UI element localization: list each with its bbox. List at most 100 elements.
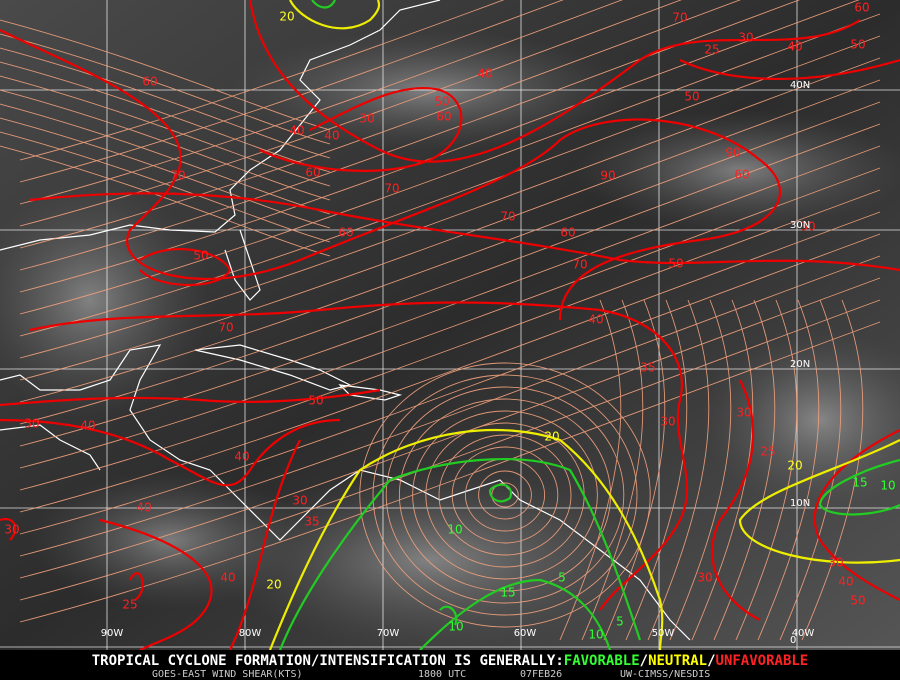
contour-label: 25 [760, 445, 775, 459]
streamline [19, 0, 682, 227]
contour-label: 25 [704, 43, 719, 57]
neutral-key: NEUTRAL [648, 653, 707, 669]
contour-label: 35 [640, 361, 655, 375]
contour-label: 90 [600, 169, 615, 183]
contour-label: 70 [218, 321, 233, 335]
streamline [438, 434, 572, 556]
contour-label: 40 [588, 313, 603, 327]
streamline [19, 233, 881, 535]
contour-label: 60 [305, 166, 320, 180]
contour-label: 10 [448, 620, 463, 634]
streamline [19, 211, 881, 513]
contour-label: 10 [447, 523, 462, 537]
contour-label: 50 [668, 257, 683, 271]
streamline [359, 362, 651, 628]
longitude-label: 80W [239, 628, 262, 639]
valid-time: 1800 UTC [418, 669, 466, 680]
separator: / [640, 653, 648, 669]
contour-label: 30 [359, 112, 374, 126]
streamline [691, 299, 754, 641]
streamline [647, 299, 710, 641]
contour-label: 20 [266, 578, 281, 592]
longitude-label: 60W [514, 628, 537, 639]
streamline [757, 299, 820, 641]
streamline [19, 0, 860, 293]
streamline [19, 0, 564, 183]
streamlines [0, 0, 881, 641]
streamline [0, 33, 331, 145]
favorable-key: FAVORABLE [564, 653, 640, 669]
streamline [19, 35, 881, 337]
contour-label: 30 [738, 31, 753, 45]
streamline [0, 103, 331, 215]
longitude-label: 90W [101, 628, 124, 639]
contour-label: 40 [289, 124, 304, 138]
contour-label: 20 [279, 10, 294, 24]
streamline [0, 47, 331, 159]
streamline [0, 89, 331, 201]
clouds [0, 30, 900, 650]
contour-label: 15 [852, 476, 867, 490]
shear-contours [0, 0, 900, 651]
contour-label: 70 [500, 210, 515, 224]
contour-label: 40 [324, 129, 339, 143]
contour-label: 60 [560, 226, 575, 240]
latitude-label: 30N [790, 220, 810, 231]
streamline [385, 386, 625, 604]
valid-date: 07FEB26 [520, 669, 562, 680]
latitude-label: 20N [790, 359, 810, 370]
streamline [669, 299, 732, 641]
contour-label: 35 [304, 515, 319, 529]
contour-label: 25 [122, 598, 137, 612]
contour-label: 60 [142, 75, 157, 89]
streamline [0, 145, 331, 257]
streamline [0, 75, 331, 187]
contour-label: 60 [436, 110, 451, 124]
contour-label: 50 [434, 95, 449, 109]
contour-label: 50 [193, 249, 208, 263]
streamline [19, 255, 881, 557]
streamline [19, 321, 881, 623]
contour-label: 30 [736, 406, 751, 420]
contour-label: 70 [672, 11, 687, 25]
coastlines [0, 0, 691, 641]
streamline [603, 299, 666, 641]
contour-label: 20 [544, 430, 559, 444]
streamline [581, 299, 644, 641]
contour-label: 60 [338, 226, 353, 240]
longitude-label: 70W [377, 628, 400, 639]
contour-label: 40 [838, 575, 853, 589]
contour-label: 20 [787, 459, 802, 473]
contour-label: 30 [828, 556, 843, 570]
streamline [19, 79, 881, 381]
contour-label: 70 [170, 169, 185, 183]
footer-prefix: TROPICAL CYCLONE FORMATION/INTENSIFICATI… [92, 653, 564, 669]
footer-headline: TROPICAL CYCLONE FORMATION/INTENSIFICATI… [92, 653, 808, 669]
streamline [19, 167, 881, 469]
contour-label: 40 [234, 450, 249, 464]
contour-label: 10 [880, 479, 895, 493]
contour-label: 15 [500, 586, 515, 600]
contour-label: 90 [725, 146, 740, 160]
streamline [19, 101, 881, 403]
contour-label: 5 [616, 615, 624, 629]
graticule-labels: 40N 30N 20N 10N 0 90W 80W 70W 60W 50W 40W [101, 80, 815, 646]
contour-label: 30 [292, 494, 307, 508]
streamline [0, 19, 331, 131]
streamline [19, 0, 801, 271]
contour-label: 50 [850, 38, 865, 52]
latitude-label: 10N [790, 498, 810, 509]
streamline [451, 446, 559, 544]
separator: / [707, 653, 715, 669]
contour-label: 50 [850, 594, 865, 608]
contour-label: 60 [734, 168, 749, 182]
contour-label: 30 [660, 415, 675, 429]
contour-label: 30 [24, 417, 39, 431]
latitude-label: 0 [790, 635, 796, 646]
streamline [19, 189, 881, 491]
contour-label: 30 [697, 571, 712, 585]
contour-label: 40 [136, 501, 151, 515]
streamline [779, 299, 842, 641]
